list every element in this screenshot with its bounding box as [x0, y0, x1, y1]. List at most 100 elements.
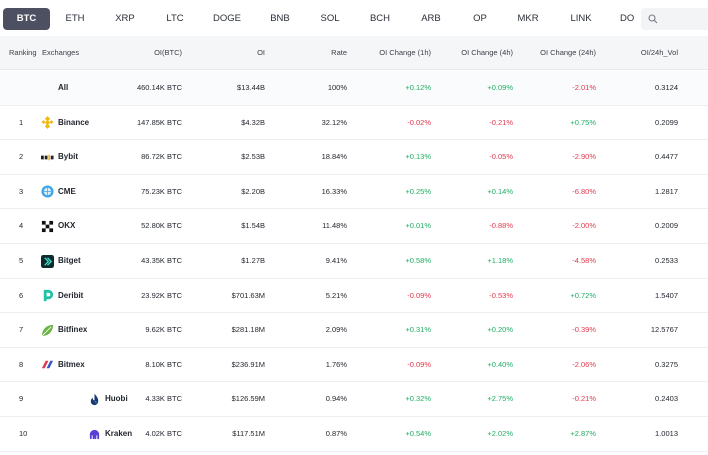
bybit-logo-icon	[41, 151, 54, 164]
rate-cell: 9.41%	[325, 256, 347, 265]
tab-ltc[interactable]: LTC	[166, 13, 184, 24]
exchange-cell[interactable]: Huobi	[88, 382, 128, 416]
binance-logo-icon	[41, 116, 54, 129]
exchange-name: Bybit	[58, 152, 78, 162]
oi-24h-vol-cell: 0.3275	[655, 359, 678, 369]
exchange-cell[interactable]: Bitget	[41, 244, 81, 278]
oi-change-4h-cell: -0.53%	[489, 290, 513, 300]
search-icon	[648, 14, 658, 24]
header-rate[interactable]: Rate	[331, 48, 347, 57]
exchange-cell[interactable]: OKX	[41, 209, 75, 243]
exchange-cell[interactable]: Bybit	[41, 140, 78, 174]
tab-eth[interactable]: ETH	[65, 13, 85, 24]
oi-btc-cell: 8.10K BTC	[145, 359, 182, 369]
header-oi-24h-vol[interactable]: OI/24h_Vol	[640, 48, 678, 57]
tab-mkr[interactable]: MKR	[517, 13, 539, 24]
oi-change-1h-cell: +0.54%	[405, 429, 431, 438]
header-oi-change-1h[interactable]: OI Change (1h)	[379, 48, 431, 57]
rank-cell: 5	[19, 256, 24, 265]
exchange-name-group: Kraken	[88, 417, 132, 451]
oi-btc-cell: 4.02K BTC	[145, 429, 182, 438]
exchange-name-group: CME	[41, 175, 76, 209]
oi-change-4h-cell: +2.75%	[487, 394, 513, 404]
tab-arb[interactable]: ARB	[421, 13, 441, 24]
oi-change-1h-cell: +0.31%	[405, 325, 431, 335]
exchange-cell[interactable]: Deribit	[41, 279, 83, 313]
header-exchanges[interactable]: Exchanges	[42, 48, 80, 57]
rate-cell: 11.48%	[322, 221, 347, 231]
oi-change-24h-cell: -0.39%	[572, 325, 596, 335]
oi-change-1h-cell: +0.58%	[405, 256, 431, 265]
tab-bnb[interactable]: BNB	[270, 13, 290, 24]
exchange-name: Bitfinex	[58, 325, 88, 335]
rank-cell: 6	[19, 290, 24, 300]
tab-dot[interactable]: DO	[620, 13, 635, 24]
cme-logo-icon	[41, 185, 54, 198]
exchange-cell[interactable]: Bitfinex	[41, 313, 87, 347]
table-row[interactable]: 8 Bitmex 8.10K BTC $236.91M 1.76% -0.09% +0.40…	[0, 347, 708, 383]
table-row[interactable]: 7 Bitfinex 9.62K BTC $281.18M 2.09% +0.31% +0.…	[0, 313, 708, 348]
exchange-name: Bitget	[58, 256, 81, 265]
oi-change-4h-cell: -0.05%	[489, 152, 513, 162]
oi-usd-cell: $2.20B	[241, 186, 265, 196]
rank-cell: 7	[19, 325, 24, 335]
oi-btc-cell: 43.35K BTC	[141, 256, 182, 265]
exchange-cell[interactable]: Bitmex	[41, 348, 85, 382]
header-oi-change-4h[interactable]: OI Change (4h)	[461, 48, 513, 57]
oi-btc-cell: 9.62K BTC	[145, 325, 182, 335]
rank-cell: 2	[19, 152, 24, 162]
oi-change-24h-cell: -0.21%	[572, 394, 596, 404]
oi-usd-cell: $1.27B	[241, 256, 265, 265]
table-row[interactable]: 3 CME 75.23K BTC $2.20B 16.33% +0.25% +0.14% -6…	[0, 174, 708, 210]
rate-cell: 16.33%	[321, 186, 347, 196]
oi-usd-cell: $2.53B	[241, 152, 265, 162]
oi-btc-cell: 23.92K BTC	[141, 290, 182, 300]
oi-change-24h-cell: -4.58%	[572, 256, 596, 265]
exchange-cell[interactable]: Binance	[41, 106, 89, 140]
table-row[interactable]: 5 Bitget 43.35K BTC $1.27B 9.41% +0.58% +1.18%…	[0, 244, 708, 279]
tab-op[interactable]: OP	[473, 13, 487, 24]
table-row[interactable]: 1 Binance 147.85K BTC $4.32B 32.12% -0.02% -0.…	[0, 105, 708, 141]
oi-change-1h-cell: +0.01%	[405, 221, 431, 231]
oi-change-1h-cell: -0.09%	[407, 359, 431, 369]
huobi-logo-icon	[88, 393, 101, 406]
exchange-name: Bitmex	[58, 359, 85, 369]
header-oi-btc[interactable]: OI(BTC)	[154, 48, 182, 57]
header-oi[interactable]: OI	[257, 48, 265, 57]
header-ranking[interactable]: Ranking	[9, 48, 37, 57]
oi-change-24h-cell: +2.87%	[570, 429, 596, 438]
exchange-cell[interactable]: All	[58, 71, 68, 105]
oi-change-4h-cell: +1.18%	[487, 256, 513, 265]
oi-change-24h-cell: +0.75%	[570, 117, 596, 127]
search-input[interactable]	[641, 8, 708, 30]
oi-change-24h-cell: +0.72%	[570, 290, 596, 300]
exchange-name-group: OKX	[41, 209, 75, 243]
tab-btc[interactable]: BTC	[3, 8, 50, 30]
rate-cell: 32.12%	[321, 117, 347, 127]
bitmex-logo-icon	[41, 358, 54, 371]
rank-cell: 3	[19, 186, 24, 196]
table-row[interactable]: 6 Deribit 23.92K BTC $701.63M 5.21% -0.09% -0.…	[0, 278, 708, 314]
tab-bch[interactable]: BCH	[369, 13, 391, 24]
oi-change-4h-cell: +0.09%	[487, 83, 513, 92]
oi-usd-cell: $236.91M	[231, 359, 265, 369]
tab-xrp[interactable]: XRP	[115, 13, 135, 24]
oi-btc-cell: 4.33K BTC	[145, 394, 182, 404]
table-row[interactable]: 10 Kraken 4.02K BTC $117.51M 0.87% +0.54% +2.0…	[0, 417, 708, 452]
oi-usd-cell: $126.59M	[231, 394, 265, 404]
table-row-all[interactable]: All 460.14K BTC $13.44B 100% +0.12% +0.09% -2.…	[0, 71, 708, 106]
table-row[interactable]: 9 Huobi 4.33K BTC $126.59M 0.94% +0.32% +2.75%…	[0, 382, 708, 417]
oi-btc-cell: 460.14K BTC	[136, 83, 182, 92]
tab-sol[interactable]: SOL	[320, 13, 340, 24]
exchange-cell[interactable]: Kraken	[88, 417, 132, 451]
header-oi-change-24h[interactable]: OI Change (24h)	[540, 48, 596, 57]
oi-24h-vol-cell: 1.2817	[655, 186, 678, 196]
exchange-name-group: Bybit	[41, 140, 78, 174]
table-row[interactable]: 2 Bybit 86.72K BTC $2.53B 18.84% +0.13% -0.05%…	[0, 140, 708, 175]
exchange-cell[interactable]: CME	[41, 175, 76, 209]
rate-cell: 18.84%	[321, 152, 347, 162]
table-row[interactable]: 4 OKX 52.80K BTC $1.54B 11.48% +0.01% -0.88% -2…	[0, 209, 708, 244]
tab-doge[interactable]: DOGE	[213, 13, 241, 24]
tab-link[interactable]: LINK	[570, 13, 592, 24]
oi-24h-vol-cell: 0.2009	[655, 221, 678, 231]
